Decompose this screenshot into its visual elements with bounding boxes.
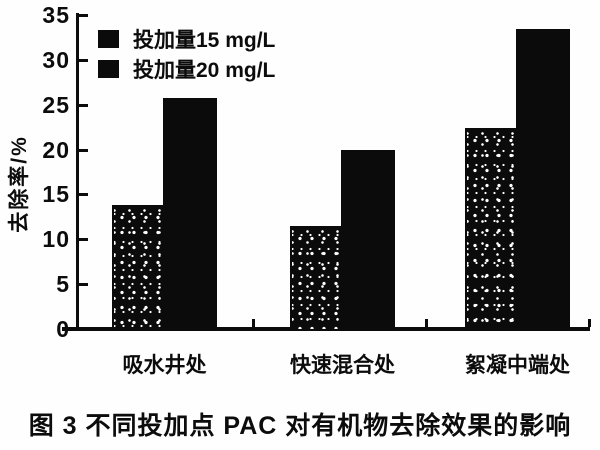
y-tick-10 xyxy=(79,238,88,242)
y-tick-30 xyxy=(79,58,88,62)
x-tick-1 xyxy=(425,319,428,327)
legend-swatch-20mg xyxy=(98,60,119,78)
bar-吸水井处-投加量15 mg/L xyxy=(112,205,163,331)
y-tick-label-15: 15 xyxy=(42,181,70,208)
legend-item-15mg: 投加量15 mg/L xyxy=(98,24,275,54)
y-axis-title: 去除率/% xyxy=(8,135,31,233)
y-tick-35 xyxy=(79,14,88,17)
legend: 投加量15 mg/L 投加量20 mg/L xyxy=(98,24,275,84)
y-tick-25 xyxy=(79,103,88,107)
category-label-0: 吸水井处 xyxy=(122,354,207,377)
y-axis-line xyxy=(76,13,79,331)
x-tick-2 xyxy=(588,319,591,327)
legend-swatch-15mg xyxy=(98,30,119,48)
y-tick-20 xyxy=(79,148,88,152)
y-tick-5 xyxy=(79,283,88,287)
category-label-2: 絮凝中端处 xyxy=(465,354,570,377)
y-tick-label-25: 25 xyxy=(42,91,70,118)
y-tick-label-20: 20 xyxy=(42,136,70,163)
bar-絮凝中端处-投加量20 mg/L xyxy=(516,29,570,331)
y-tick-label-10: 10 xyxy=(42,226,70,253)
bar-吸水井处-投加量20 mg/L xyxy=(163,98,217,331)
y-tick-label-5: 5 xyxy=(56,271,70,298)
legend-item-20mg: 投加量20 mg/L xyxy=(98,54,275,84)
legend-label-20mg: 投加量20 mg/L xyxy=(133,59,276,82)
y-tick-label-35: 35 xyxy=(42,2,70,28)
y-tick-label-0: 0 xyxy=(56,316,70,342)
y-tick-label-30: 30 xyxy=(42,46,70,73)
figure-caption: 图 3 不同投加点 PAC 对有机物去除效果的影响 xyxy=(28,412,572,440)
x-tick-0 xyxy=(252,319,255,327)
category-label-1: 快速混合处 xyxy=(290,354,395,377)
bar-絮凝中端处-投加量15 mg/L xyxy=(465,128,516,331)
bar-快速混合处-投加量15 mg/L xyxy=(290,225,341,331)
bar-快速混合处-投加量20 mg/L xyxy=(341,150,395,331)
y-tick-15 xyxy=(79,193,88,197)
legend-label-15mg: 投加量15 mg/L xyxy=(133,29,276,52)
